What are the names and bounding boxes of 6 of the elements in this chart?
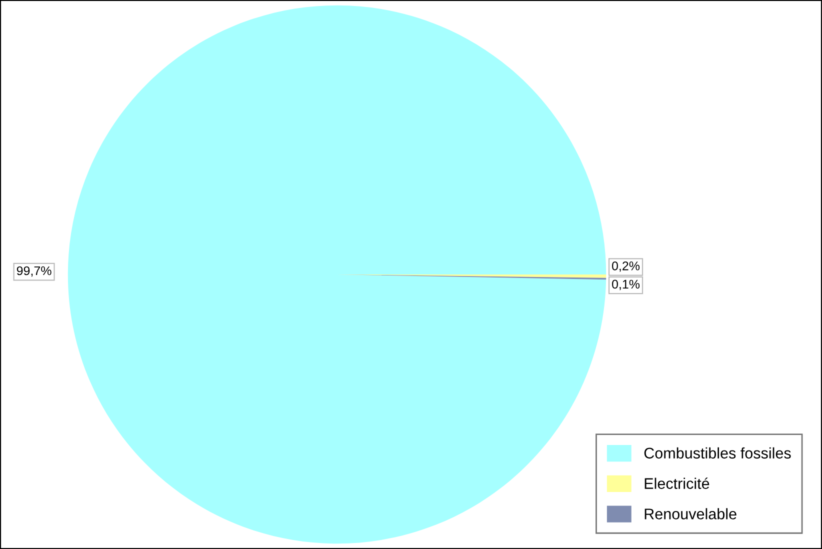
data-label: 0,2% — [612, 261, 640, 272]
data-label: 0,1% — [612, 280, 640, 290]
legend-label: Electricité — [644, 478, 710, 489]
legend-label: Renouvelable — [644, 508, 736, 520]
legend-label: Combustibles fossiles — [644, 447, 791, 459]
data-label: 99,7% — [16, 266, 52, 277]
